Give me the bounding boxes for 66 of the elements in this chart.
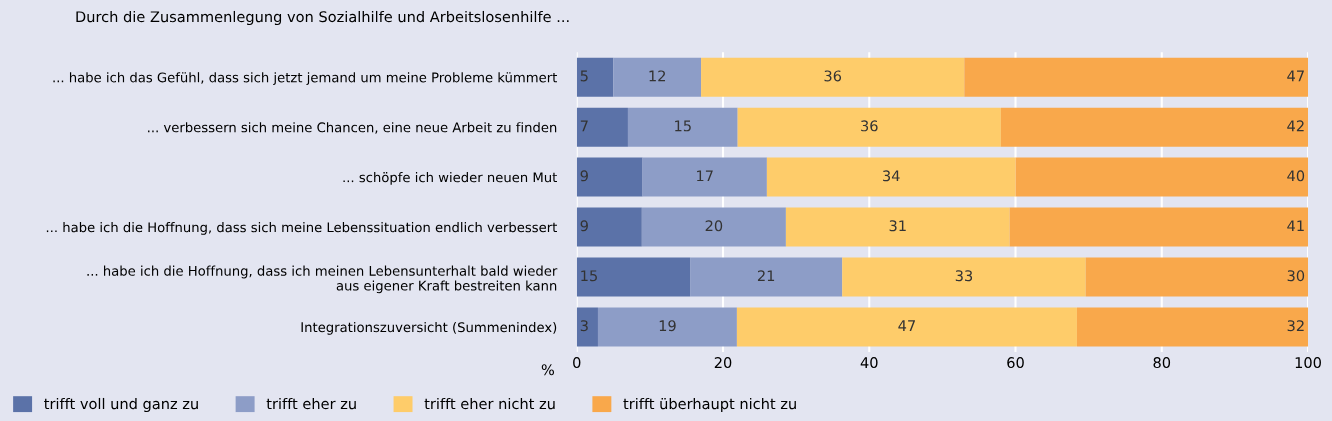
data-label: 9 (580, 170, 588, 182)
bar (576, 307, 598, 347)
data-label: 36 (861, 120, 878, 132)
data-label: 33 (955, 270, 973, 282)
y-tick-label: ... schöpfe ich wieder neuen Mut (343, 172, 557, 185)
x-tick-label: 20 (714, 357, 732, 369)
bar (627, 107, 738, 147)
legend-label: trifft überhaupt nicht zu (623, 397, 796, 413)
data-label: 20 (705, 220, 723, 232)
y-tick-label: ... habe ich die Hoffnung, dass sich meine Lebenssituation endlich verbessert (46, 222, 557, 235)
bar (576, 207, 642, 247)
data-label: 3 (580, 320, 588, 332)
x-tick-label: 0 (573, 357, 581, 369)
bar (1085, 257, 1309, 297)
bar (576, 57, 614, 97)
data-label: 42 (1287, 120, 1304, 132)
text: Durch die Zusammenlegung von Sozialhilfe und Arbeitslosenhilfe ... (76, 10, 569, 26)
x-tick-label: 60 (1007, 357, 1024, 369)
bar (964, 57, 1309, 97)
bar (576, 107, 628, 147)
legend-label: trifft voll und ganz zu (44, 397, 198, 413)
bar (842, 257, 1086, 297)
bar (597, 307, 737, 347)
data-label: 30 (1287, 270, 1305, 282)
y-tick-label: ... habe ich die Hoffnung, dass ich meinen Lebensunterhalt bald wieder aus eigener Kraft bestreiten kann (87, 265, 558, 294)
bar (641, 207, 786, 247)
x-axis-title: % (541, 364, 555, 376)
bar (613, 57, 702, 97)
bar (576, 257, 691, 297)
data-label: 19 (659, 320, 676, 332)
data-label: 32 (1287, 320, 1304, 332)
data-label: 40 (1287, 170, 1305, 182)
bar (576, 157, 643, 197)
data-label: 7 (580, 120, 588, 132)
data-label: 15 (581, 270, 597, 282)
legend-label: trifft eher zu (266, 397, 356, 410)
bar (1000, 107, 1309, 147)
bar (785, 207, 1010, 247)
data-label: 34 (883, 170, 900, 182)
data-label: 17 (697, 170, 713, 182)
x-tick-label: 40 (860, 357, 878, 369)
bar (1015, 157, 1309, 197)
bar (1076, 307, 1309, 347)
y-tick-label: Integrationszuversicht (Summenindex) (301, 321, 557, 335)
data-label: 31 (889, 220, 906, 232)
data-label: 12 (649, 70, 666, 82)
bar (642, 157, 767, 197)
y-tick-label: ... habe ich das Gefühl, dass sich jetzt jemand um meine Probleme kümmert (53, 72, 558, 85)
bar (701, 57, 965, 97)
data-label: 5 (580, 70, 588, 82)
y-tick-label: ... verbessern sich meine Chancen, eine neue Arbeit zu finden (148, 122, 557, 134)
data-label: 36 (824, 70, 842, 82)
data-label: 21 (757, 270, 775, 282)
bar (1009, 207, 1309, 247)
bar (766, 157, 1016, 197)
data-label: 47 (898, 320, 915, 331)
data-label: 15 (675, 120, 691, 132)
x-tick-label: 100 (1295, 357, 1321, 369)
bar (737, 107, 1001, 147)
data-label: 47 (1287, 70, 1304, 82)
legend-label: trifft eher nicht zu (424, 397, 555, 410)
data-label: 9 (580, 220, 588, 232)
x-tick-label: 80 (1153, 357, 1171, 369)
data-label: 41 (1287, 220, 1304, 232)
bar (736, 307, 1077, 347)
bar (690, 257, 843, 297)
